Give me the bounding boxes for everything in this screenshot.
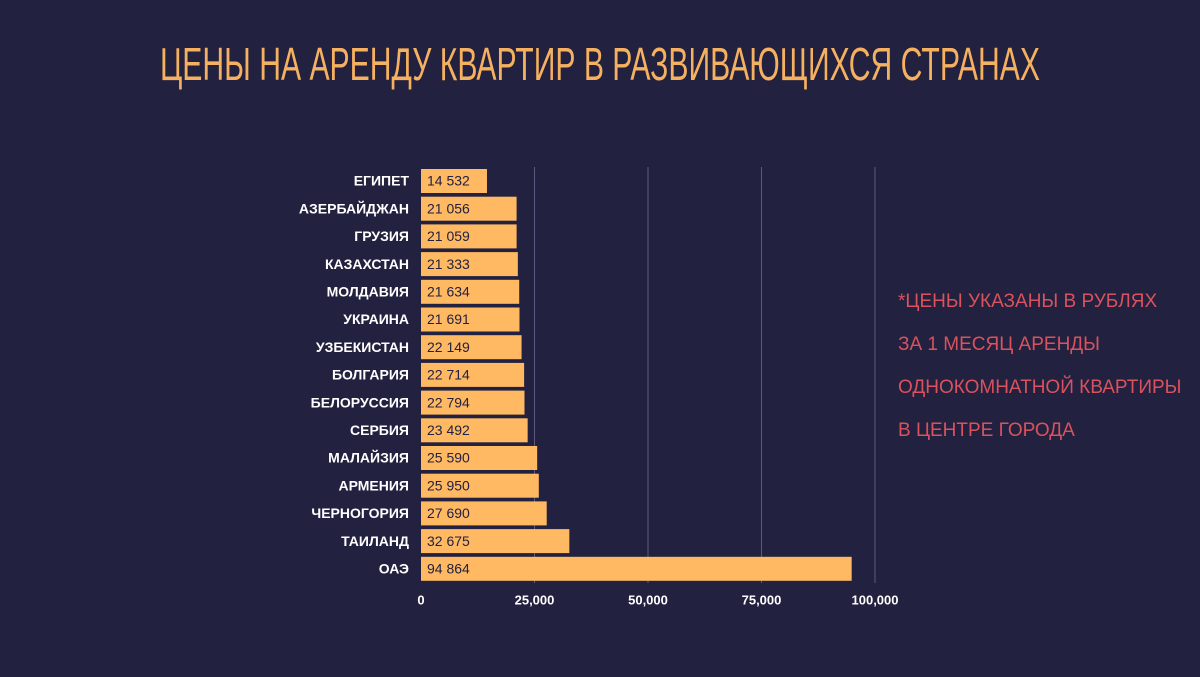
x-tick-label: 0 <box>417 592 424 607</box>
annotation: *ЦЕНЫ УКАЗАНЫ В РУБЛЯХ <box>898 291 1157 312</box>
value-label: 21 056 <box>427 200 470 216</box>
bar <box>421 279 520 304</box>
bar <box>421 501 547 526</box>
value-label: 22 149 <box>427 339 470 355</box>
value-label: 21 634 <box>427 284 470 300</box>
category-label: КАЗАХСТАН <box>325 256 409 272</box>
value-label: 94 864 <box>427 561 470 577</box>
annotation: В ЦЕНТРЕ ГОРОДА <box>898 420 1075 441</box>
x-tick-label: 25,000 <box>515 592 555 607</box>
x-tick-label: 50,000 <box>628 592 668 607</box>
category-label: ОАЭ <box>379 561 409 577</box>
chart-title: ЦЕНЫ НА АРЕНДУ КВАРТИР В РАЗВИВАЮЩИХСЯ С… <box>160 38 1040 90</box>
value-label: 21 059 <box>427 228 470 244</box>
category-label: АРМЕНИЯ <box>339 477 410 493</box>
value-label: 25 950 <box>427 477 470 493</box>
bar <box>421 196 517 221</box>
value-label: 23 492 <box>427 422 470 438</box>
category-label: ГРУЗИЯ <box>354 228 409 244</box>
bar <box>421 252 518 277</box>
x-tick-label: 100,000 <box>852 592 899 607</box>
category-label: СЕРБИЯ <box>350 422 409 438</box>
annotation: ЗА 1 МЕСЯЦ АРЕНДЫ <box>898 334 1100 355</box>
category-label: УКРАИНА <box>343 311 409 327</box>
value-label: 25 590 <box>427 450 470 466</box>
bar <box>421 473 539 498</box>
bar <box>421 446 538 470</box>
category-label: МАЛАЙЗИЯ <box>328 449 409 466</box>
value-label: 22 794 <box>427 394 470 410</box>
category-label: УЗБЕКИСТАН <box>316 339 409 355</box>
category-label: ТАИЛАНД <box>341 533 409 549</box>
value-label: 21 691 <box>427 311 470 327</box>
bar <box>421 224 517 249</box>
category-label: ЧЕРНОГОРИЯ <box>311 505 409 521</box>
value-label: 21 333 <box>427 256 470 272</box>
value-label: 14 532 <box>427 173 470 189</box>
category-label: МОЛДАВИЯ <box>327 284 409 300</box>
value-label: 22 714 <box>427 367 470 383</box>
bar <box>421 362 525 387</box>
category-label: ЕГИПЕТ <box>354 173 410 189</box>
category-label: БЕЛОРУССИЯ <box>311 394 409 410</box>
bar <box>421 335 522 360</box>
category-label: АЗЕРБАЙДЖАН <box>299 199 409 216</box>
bar <box>421 169 487 193</box>
bar <box>421 390 525 415</box>
category-label: БОЛГАРИЯ <box>332 367 409 383</box>
bar <box>421 307 520 332</box>
bar <box>421 418 528 443</box>
value-label: 32 675 <box>427 533 470 549</box>
x-tick-label: 75,000 <box>742 592 782 607</box>
value-label: 27 690 <box>427 505 470 521</box>
annotation: ОДНОКОМНАТНОЙ КВАРТИРЫ <box>898 376 1182 398</box>
bar <box>421 529 570 554</box>
bar <box>421 556 852 581</box>
